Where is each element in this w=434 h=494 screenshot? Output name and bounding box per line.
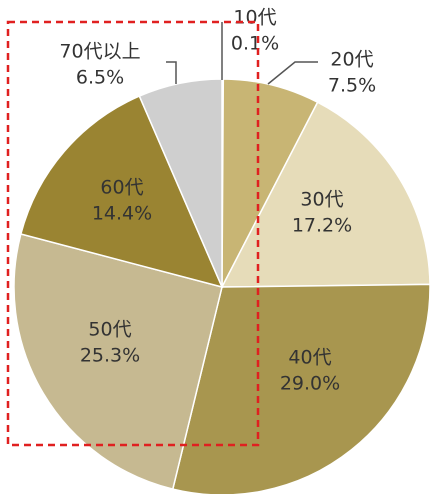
slice-name: 30代 bbox=[300, 189, 343, 211]
slice-value: 25.3% bbox=[80, 345, 140, 367]
labels: 10代 0.1% 20代 7.5% 30代 17.2% 40代 29.0% 50代 25.3% 60… bbox=[59, 7, 376, 395]
slice-value: 14.4% bbox=[92, 203, 152, 225]
slice-name: 20代 bbox=[330, 49, 373, 71]
slice-name: 50代 bbox=[88, 319, 131, 341]
leader-line bbox=[267, 61, 318, 85]
slice-name: 40代 bbox=[288, 347, 331, 369]
pie bbox=[13, 78, 431, 494]
pie-slice bbox=[221, 78, 319, 288]
slice-value: 29.0% bbox=[280, 373, 340, 395]
slice-name: 10代 bbox=[233, 7, 276, 29]
slice-value: 7.5% bbox=[328, 75, 376, 97]
highlight-box bbox=[6, 20, 260, 447]
pie-slice bbox=[13, 233, 223, 491]
slice-value: 17.2% bbox=[292, 215, 352, 237]
slice-name: 70代以上 bbox=[59, 41, 140, 63]
pie-slice bbox=[220, 101, 431, 288]
pie-slice bbox=[171, 283, 431, 494]
slice-name: 60代 bbox=[100, 177, 143, 199]
slice-value: 6.5% bbox=[76, 67, 124, 89]
pie-slice bbox=[19, 95, 224, 289]
slice-value: 0.1% bbox=[231, 33, 279, 55]
leader-line bbox=[166, 61, 177, 84]
